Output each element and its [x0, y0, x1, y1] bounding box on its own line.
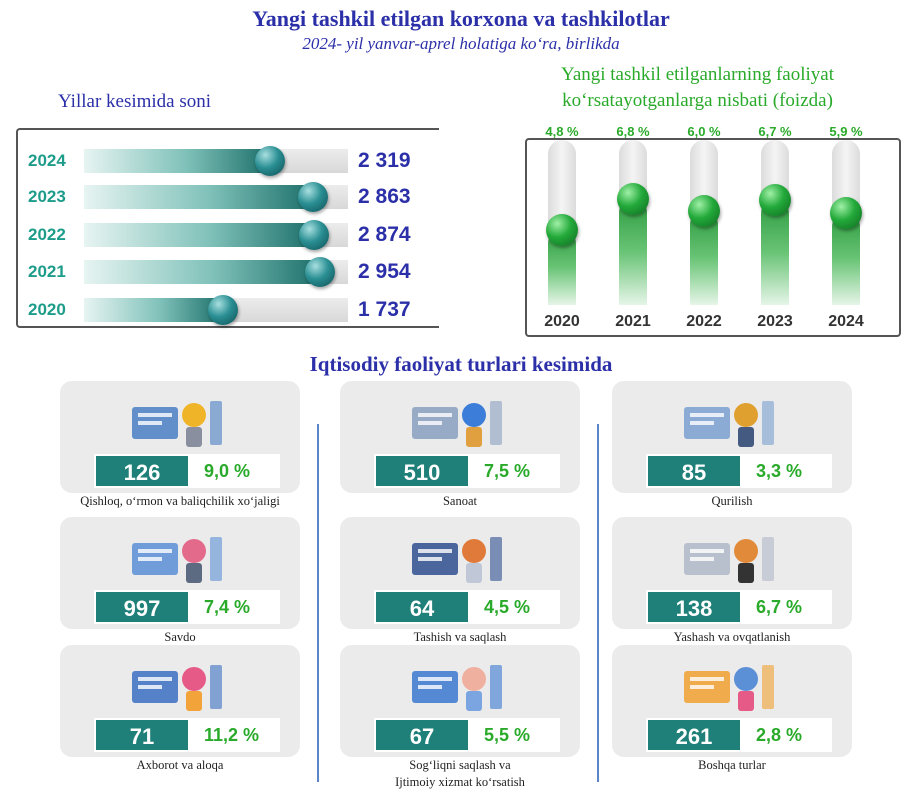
vbar-track — [759, 140, 791, 305]
hbar-year-label: 2021 — [28, 262, 66, 281]
column-divider-2 — [597, 424, 599, 782]
hbar-track — [84, 220, 348, 250]
vbar-track — [617, 140, 649, 305]
vbar-year-label: 2024 — [828, 313, 864, 330]
hbar-fill — [84, 185, 313, 209]
vbar-track — [546, 140, 578, 305]
hbar-knob — [208, 295, 238, 325]
sector-label: Qishloq, o‘rmon va baliqchilik xo‘jaligi — [80, 494, 280, 508]
horizontal-chart-title: Yillar kesimida soni — [58, 91, 212, 112]
sector-percent: 7,5 % — [470, 454, 560, 488]
sector-illustration-icon — [684, 537, 774, 583]
page-title: Yangi tashkil etilgan korxona va tashkil… — [252, 6, 670, 31]
vbar-knob — [688, 195, 720, 227]
sector-label: Axborot va aloqa — [136, 758, 224, 772]
vertical-chart-title-line-1: Yangi tashkil etilganlarning faoliyat — [561, 64, 834, 85]
sector-label: Yashash va ovqatlanish — [673, 630, 791, 644]
sector-label: Boshqa turlar — [698, 758, 766, 772]
sector-label: Savdo — [164, 630, 196, 644]
hbar-year-label: 2023 — [28, 187, 66, 206]
hbar-track — [84, 182, 348, 212]
sector-percent: 5,5 % — [470, 718, 560, 752]
vbar-value-label: 6,0 % — [687, 124, 721, 139]
sector-percent: 3,3 % — [742, 454, 832, 488]
sector-percent: 9,0 % — [190, 454, 280, 488]
hbar-track — [84, 146, 348, 176]
vbar-year-label: 2021 — [615, 313, 651, 330]
sector-section-title: Iqtisodiy faoliyat turlari kesimida — [309, 352, 613, 376]
vbar-track — [688, 140, 720, 305]
sector-illustration-icon — [684, 401, 774, 447]
sector-count: 67 — [374, 718, 470, 752]
hbar-knob — [298, 182, 328, 212]
column-divider-1 — [317, 424, 319, 782]
sector-label: Sanoat — [442, 494, 478, 508]
sector-count: 997 — [94, 590, 190, 624]
sector-count: 138 — [646, 590, 742, 624]
hbar-value-label: 1 737 — [358, 298, 411, 321]
hbar-track — [84, 257, 348, 287]
hbar-value-label: 2 863 — [358, 185, 411, 208]
sector-label-line-2: Ijtimoiy xizmat ko‘rsatish — [395, 775, 525, 789]
vbar-knob — [759, 184, 791, 216]
sector-percent: 6,7 % — [742, 590, 832, 624]
vbar-value-label: 6,8 % — [616, 124, 650, 139]
hbar-fill — [84, 260, 320, 284]
sector-count: 64 — [374, 590, 470, 624]
hbar-fill — [84, 298, 223, 322]
sector-percent: 11,2 % — [190, 718, 280, 752]
hbar-value-label: 2 954 — [358, 260, 411, 283]
sector-label: Sog‘liqni saqlash va — [409, 758, 511, 772]
hbar-knob — [299, 220, 329, 250]
vbar-value-label: 5,9 % — [829, 124, 863, 139]
sector-illustration-icon — [132, 401, 222, 447]
vbar-year-label: 2022 — [686, 313, 722, 330]
hbar-fill — [84, 223, 314, 247]
sector-percent: 7,4 % — [190, 590, 280, 624]
sector-count: 510 — [374, 454, 470, 488]
sector-illustration-icon — [412, 401, 502, 447]
sector-illustration-icon — [132, 665, 222, 711]
sector-count: 71 — [94, 718, 190, 752]
sector-illustration-icon — [412, 537, 502, 583]
hbar-knob — [305, 257, 335, 287]
hbar-value-label: 2 319 — [358, 149, 411, 172]
vertical-chart-title: Yangi tashkil etilganlarning faoliyat ko… — [505, 62, 890, 114]
hbar-year-label: 2024 — [28, 151, 66, 170]
vbar-knob — [617, 183, 649, 215]
sector-illustration-icon — [684, 665, 774, 711]
sector-count: 126 — [94, 454, 190, 488]
vbar-track — [830, 140, 862, 305]
vbar-fill — [619, 199, 647, 305]
sector-illustration-icon — [412, 665, 502, 711]
sector-percent: 2,8 % — [742, 718, 832, 752]
vbar-value-label: 6,7 % — [758, 124, 792, 139]
vbar-knob — [546, 214, 578, 246]
hbar-track — [84, 295, 348, 325]
vbar-fill — [761, 200, 789, 305]
vbar-year-label: 2020 — [544, 313, 580, 330]
sector-illustration-icon — [132, 537, 222, 583]
sector-label: Tashish va saqlash — [413, 630, 507, 644]
sector-label: Qurilish — [711, 494, 753, 508]
vbar-year-label: 2023 — [757, 313, 793, 330]
hbar-fill — [84, 149, 270, 173]
page-subtitle: 2024- yil yanvar-aprel holatiga ko‘ra, b… — [302, 34, 620, 53]
vbar-value-label: 4,8 % — [545, 124, 579, 139]
vbar-knob — [830, 197, 862, 229]
sector-count: 261 — [646, 718, 742, 752]
sector-count: 85 — [646, 454, 742, 488]
sector-percent: 4,5 % — [470, 590, 560, 624]
hbar-year-label: 2020 — [28, 300, 66, 319]
vertical-chart-title-line-2: ko‘rsatayotganlarga nisbati (foizda) — [562, 90, 833, 111]
hbar-year-label: 2022 — [28, 225, 66, 244]
hbar-knob — [255, 146, 285, 176]
vertical-chart-frame — [525, 138, 901, 337]
hbar-value-label: 2 874 — [358, 223, 411, 246]
horizontal-chart-frame — [16, 128, 439, 328]
